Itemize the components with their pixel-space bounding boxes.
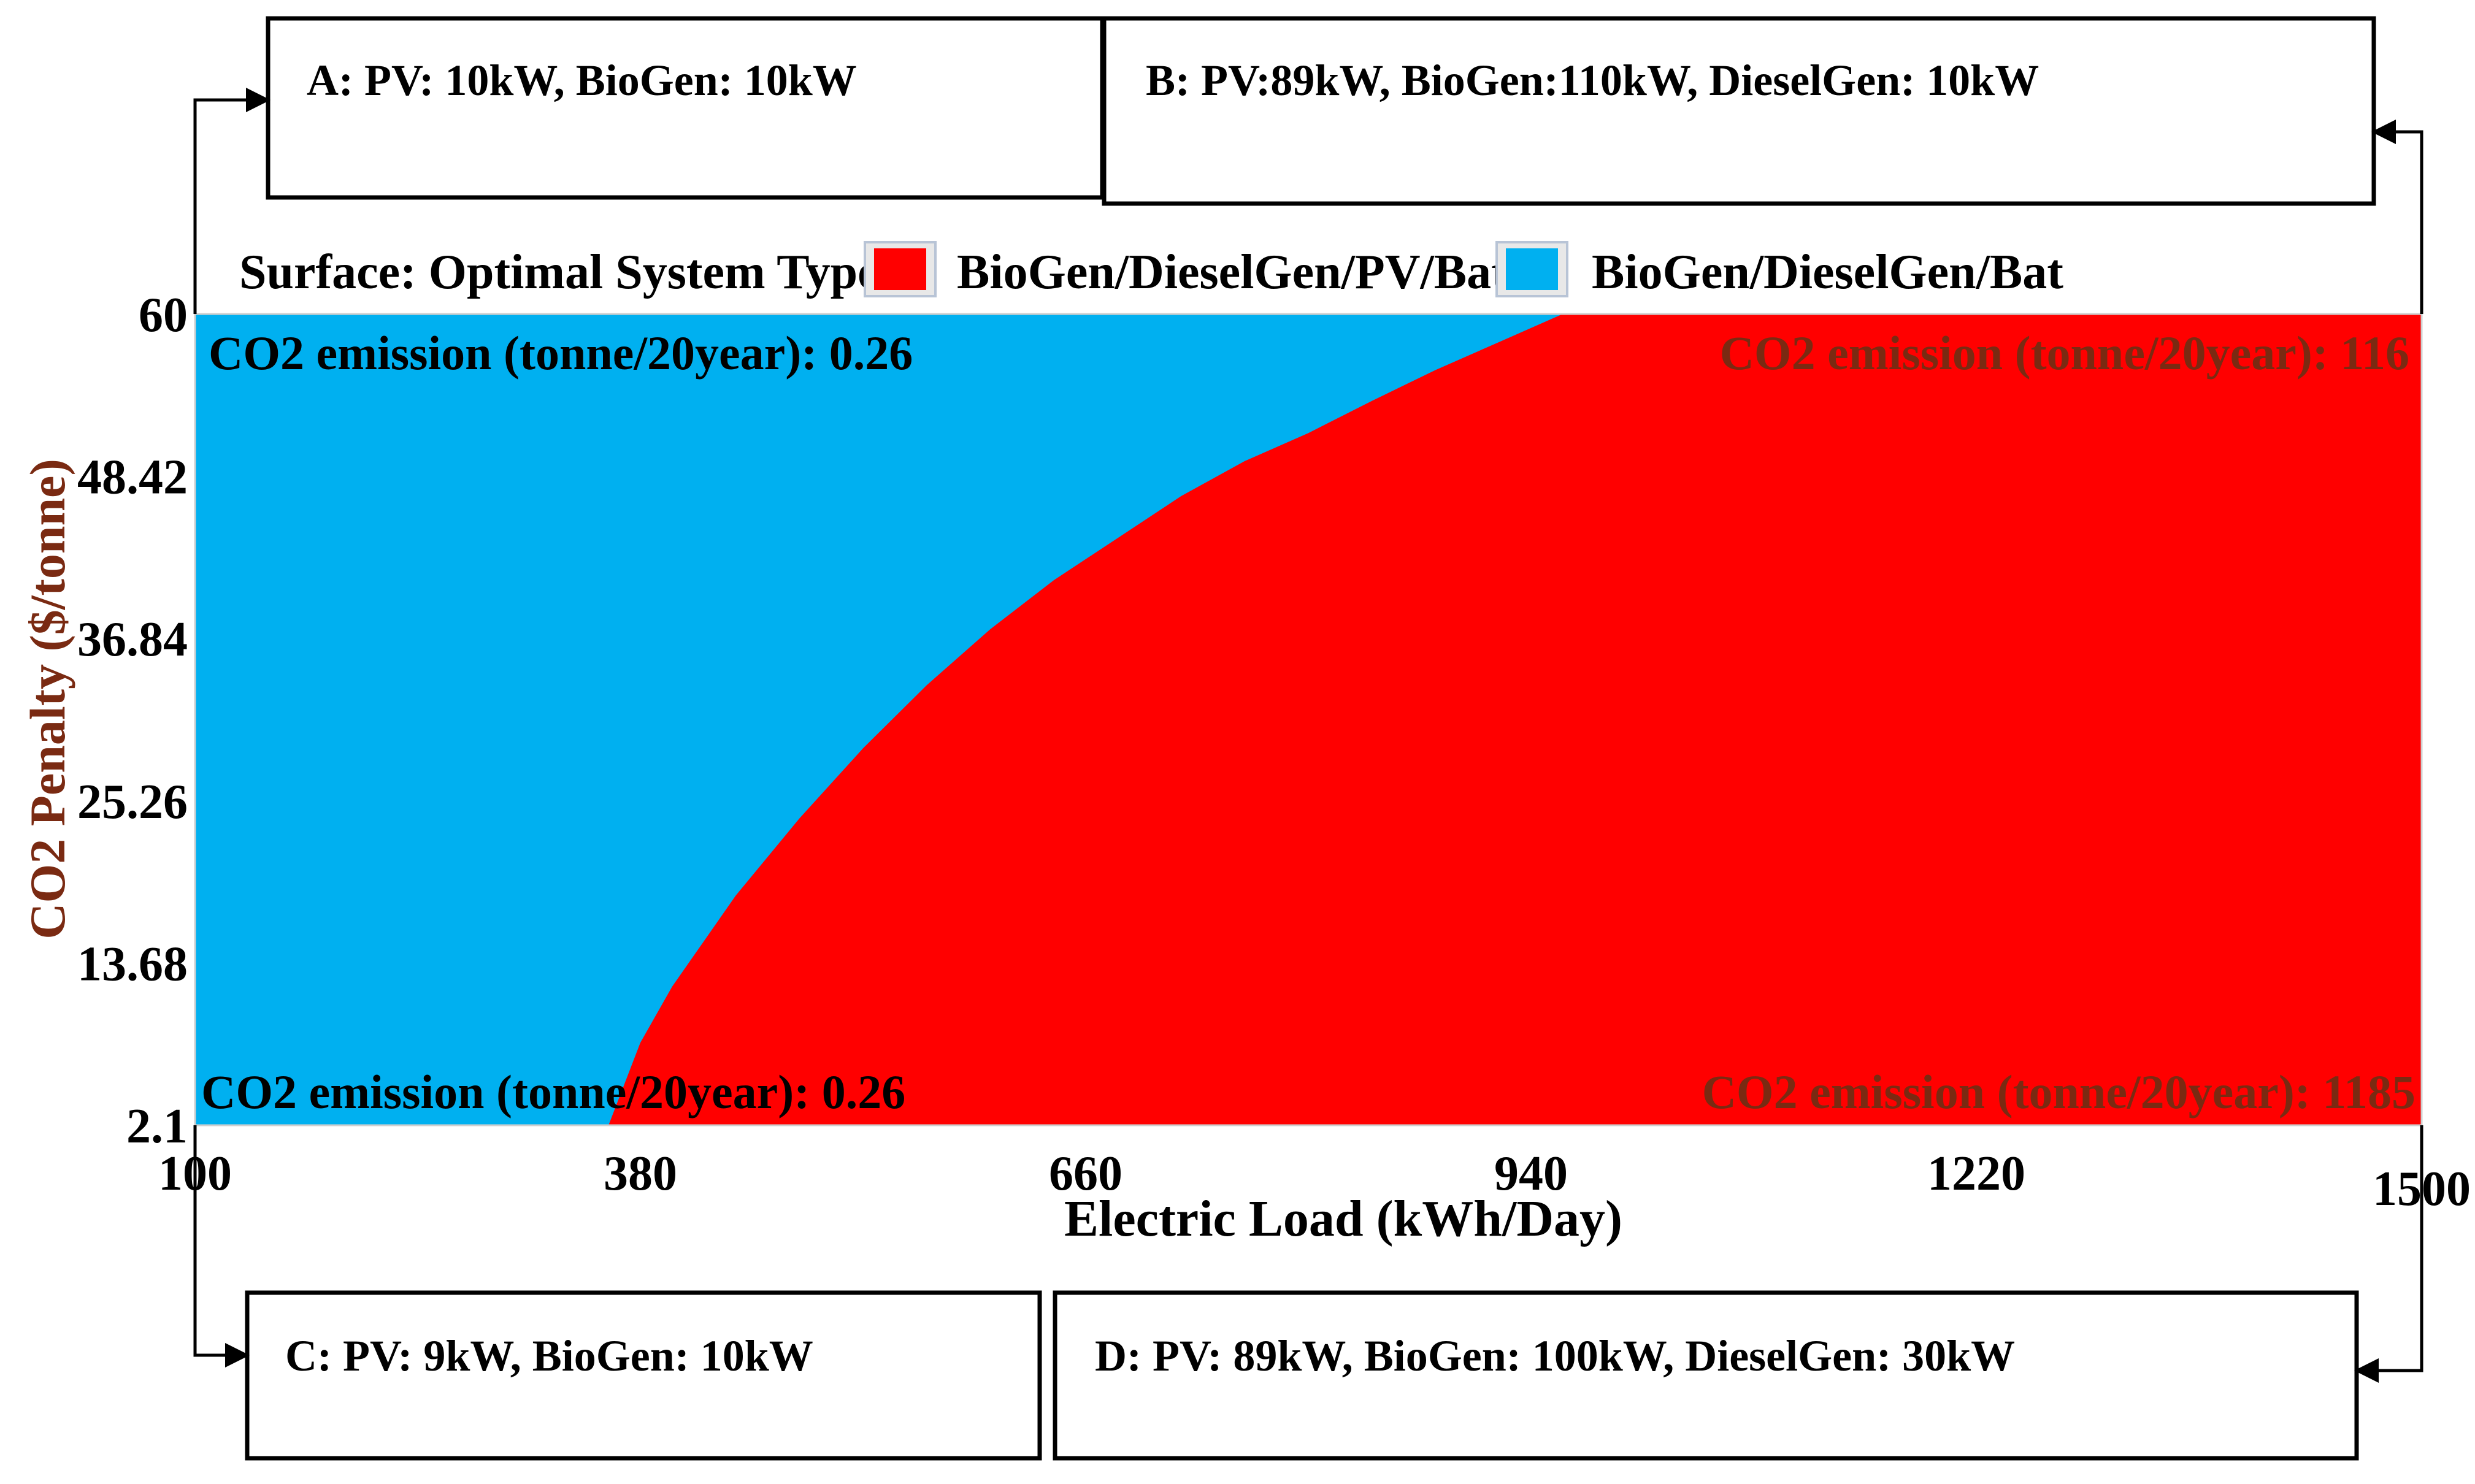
y-tick-label: 48.42 xyxy=(77,451,188,505)
plot-frame xyxy=(194,313,2423,1126)
connector-b xyxy=(2371,120,2423,314)
plot-area xyxy=(194,313,2423,1126)
legend-swatch-blue xyxy=(1506,248,1558,290)
y-axis-ticks: 2.1 13.68 25.26 36.84 48.42 60 xyxy=(77,288,188,1153)
x-tick-label: 380 xyxy=(604,1147,677,1201)
x-axis-title: Electric Load (kWh/Day) xyxy=(1064,1190,1622,1247)
region-biogen-dieselgen-pv-bat xyxy=(608,314,2422,1125)
x-tick-label: 660 xyxy=(1049,1147,1122,1201)
box-c: C: PV: 9kW, BioGen: 10kW xyxy=(245,1290,1042,1461)
y-tick-label: 60 xyxy=(139,288,188,342)
connector-c xyxy=(193,1125,250,1367)
y-tick-label: 36.84 xyxy=(77,613,188,667)
annotation-top-left: CO2 emission (tonne/20year): 0.26 xyxy=(209,326,913,380)
box-a: A: PV: 10kW, BioGen: 10kW xyxy=(266,16,1105,200)
legend-swatch-red xyxy=(874,248,926,290)
connector-d xyxy=(2354,1125,2423,1383)
y-tick-label: 13.68 xyxy=(77,937,188,991)
box-b: B: PV:89kW, BioGen:110kW, DieselGen: 10k… xyxy=(1102,16,2376,206)
box-a-label: A: PV: 10kW, BioGen: 10kW xyxy=(307,56,857,105)
box-b-label: B: PV:89kW, BioGen:110kW, DieselGen: 10k… xyxy=(1146,56,2039,105)
legend-label-blue: BioGen/DieselGen/Bat xyxy=(1592,245,2063,299)
x-tick-label: 940 xyxy=(1494,1147,1568,1201)
legend: Surface: Optimal System Type BioGen/Dies… xyxy=(239,241,2063,299)
connector-a xyxy=(193,88,271,314)
legend-label-red: BioGen/DieselGen/PV/Bat xyxy=(957,245,1508,299)
y-tick-label: 2.1 xyxy=(126,1100,188,1153)
annotation-bottom-right: CO2 emission (tonne/20year): 1185 xyxy=(1702,1065,2416,1119)
annotation-bottom-left: CO2 emission (tonne/20year): 0.26 xyxy=(201,1065,905,1119)
box-a-frame xyxy=(266,16,1105,200)
box-c-frame xyxy=(245,1290,1042,1461)
legend-title: Surface: Optimal System Type xyxy=(239,245,880,299)
box-b-frame xyxy=(1102,16,2376,206)
y-axis-title: CO2 Penalty ($/tonne) xyxy=(20,459,75,939)
y-tick-label: 25.26 xyxy=(77,775,188,829)
box-d: D: PV: 89kW, BioGen: 100kW, DieselGen: 3… xyxy=(1053,1290,2359,1461)
box-d-label: D: PV: 89kW, BioGen: 100kW, DieselGen: 3… xyxy=(1095,1331,2015,1380)
box-c-label: C: PV: 9kW, BioGen: 10kW xyxy=(285,1331,813,1380)
box-d-frame xyxy=(1053,1290,2359,1461)
annotation-top-right: CO2 emission (tonne/20year): 116 xyxy=(1720,326,2409,380)
x-tick-label: 1220 xyxy=(1927,1147,2025,1201)
